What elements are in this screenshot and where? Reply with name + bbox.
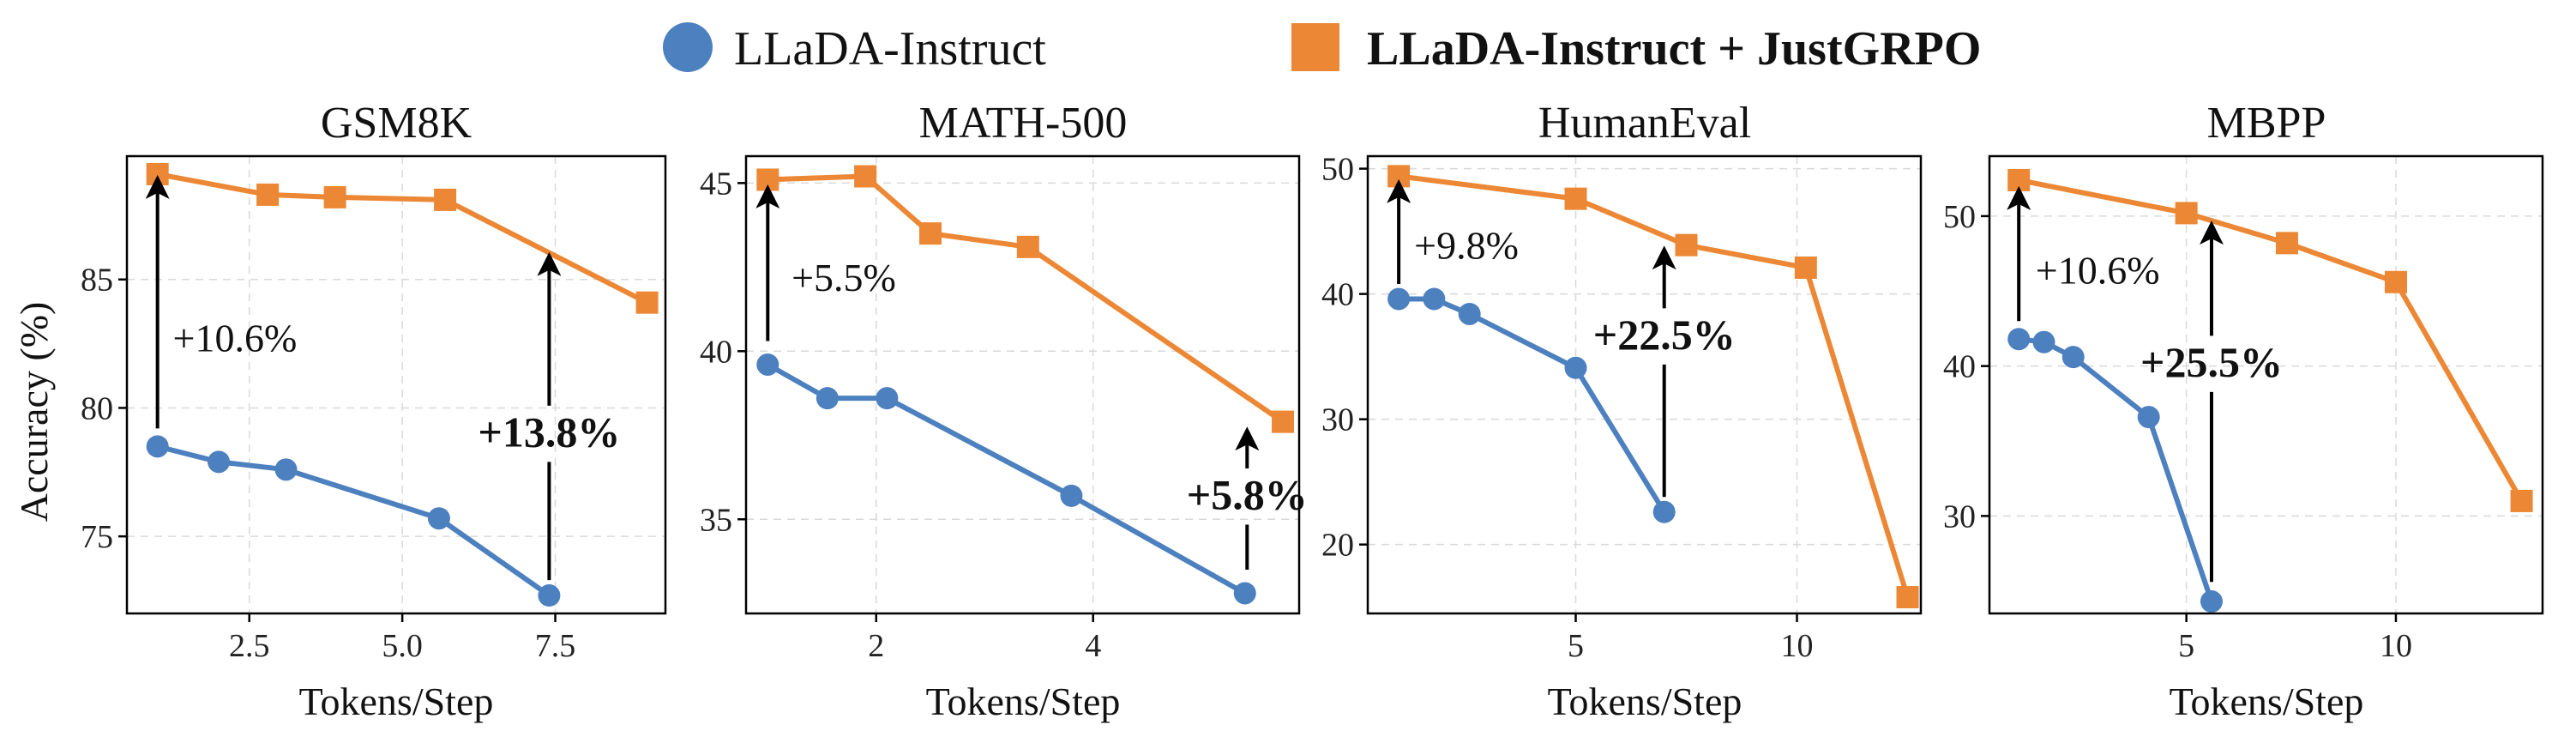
y-tick-label: 35 bbox=[700, 502, 732, 538]
panel-title: MATH-500 bbox=[919, 99, 1128, 148]
data-point-llada bbox=[1564, 356, 1587, 379]
legend-marker-justgrpo bbox=[1291, 23, 1339, 71]
data-point-llada bbox=[146, 435, 169, 458]
data-point-justgrpo bbox=[1564, 187, 1587, 210]
y-tick-label: 20 bbox=[1321, 528, 1354, 564]
panel-humaneval: 5 10 20 30 40 50 +9.8% +22.5% HumanEval Tokens… bbox=[1321, 99, 1923, 723]
x-tick-label: 7.5 bbox=[535, 628, 576, 664]
data-point-justgrpo bbox=[2510, 489, 2533, 512]
improvement-label: +10.6% bbox=[2036, 249, 2160, 293]
series-line-llada bbox=[766, 362, 1247, 596]
y-tick-label: 75 bbox=[81, 519, 113, 555]
y-tick-label: 80 bbox=[81, 390, 113, 426]
data-point-justgrpo bbox=[256, 183, 280, 206]
panel-title: MBPP bbox=[2207, 99, 2326, 148]
data-point-llada bbox=[1233, 582, 1256, 605]
data-point-justgrpo bbox=[1675, 233, 1698, 257]
x-tick-label: 5 bbox=[2178, 628, 2194, 664]
panel-math-500: 2 4 35 40 45 +5.5% +5.8% MATH-500 Tokens/Step bbox=[700, 99, 1308, 723]
data-point-justgrpo bbox=[2175, 202, 2198, 225]
x-tick-label: 5.0 bbox=[382, 628, 423, 664]
improvement-label: +9.8% bbox=[1414, 224, 1519, 268]
y-tick-label: 30 bbox=[1321, 402, 1354, 438]
data-point-llada bbox=[208, 450, 231, 474]
data-point-llada bbox=[1458, 302, 1481, 325]
plot-frame bbox=[125, 154, 667, 615]
data-point-justgrpo bbox=[854, 165, 877, 188]
data-point-justgrpo bbox=[1272, 410, 1295, 433]
data-point-justgrpo bbox=[1016, 235, 1039, 258]
data-point-llada bbox=[274, 458, 298, 481]
data-point-justgrpo bbox=[2384, 270, 2407, 293]
y-tick-label: 45 bbox=[700, 166, 732, 202]
legend-marker-llada bbox=[663, 22, 713, 72]
panel-title: HumanEval bbox=[1538, 99, 1751, 148]
data-point-llada bbox=[538, 584, 561, 607]
x-axis-label: Tokens/Step bbox=[2170, 680, 2364, 723]
data-point-justgrpo bbox=[635, 291, 659, 314]
y-tick-label: 40 bbox=[1943, 349, 1976, 385]
data-point-llada bbox=[2200, 590, 2223, 613]
x-axis-label: Tokens/Step bbox=[1548, 680, 1742, 723]
improvement-label: +22.5% bbox=[1593, 311, 1736, 359]
data-point-llada bbox=[876, 387, 899, 410]
data-point-llada bbox=[1387, 287, 1411, 311]
plot-frame bbox=[744, 154, 1301, 615]
data-point-justgrpo bbox=[146, 162, 169, 185]
legend: LLaDA-Instruct LLaDA-Instruct + JustGRPO bbox=[663, 22, 1981, 76]
panel-title: GSM8K bbox=[321, 99, 472, 148]
x-tick-label: 2.5 bbox=[229, 628, 270, 664]
x-tick-label: 5 bbox=[1568, 628, 1584, 664]
y-tick-label: 85 bbox=[81, 263, 113, 299]
data-point-llada bbox=[1652, 500, 1676, 523]
x-axis-label: Tokens/Step bbox=[926, 680, 1121, 723]
y-tick-label: 50 bbox=[1321, 152, 1354, 188]
improvement-label: +13.8% bbox=[478, 408, 620, 456]
improvement-label: +5.5% bbox=[791, 256, 896, 299]
y-axis-label: Accuracy (%) bbox=[12, 302, 56, 522]
y-tick-label: 40 bbox=[1321, 277, 1354, 313]
data-point-llada bbox=[816, 387, 839, 410]
data-point-justgrpo bbox=[1387, 165, 1411, 188]
panel-mbpp: 5 10 30 40 50 +10.6% +25.5% MBPP Tokens/Step bbox=[1943, 99, 2544, 723]
data-point-justgrpo bbox=[2007, 168, 2031, 191]
y-tick-label: 40 bbox=[700, 334, 732, 370]
improvement-label: +5.8% bbox=[1187, 471, 1308, 519]
x-tick-label: 10 bbox=[1781, 628, 1814, 664]
improvement-label: +25.5% bbox=[2140, 338, 2283, 386]
y-tick-label: 50 bbox=[1943, 199, 1976, 235]
data-point-justgrpo bbox=[1896, 586, 1919, 609]
data-point-llada bbox=[427, 507, 450, 530]
data-point-justgrpo bbox=[1794, 256, 1817, 279]
data-point-llada bbox=[2137, 406, 2160, 429]
data-point-llada bbox=[2007, 328, 2031, 351]
panel-gsm8k: 2.5 5.0 7.5 75 80 85 +10.6% +13.8% GSM8K Token… bbox=[81, 99, 667, 723]
data-point-llada bbox=[2032, 330, 2055, 353]
data-point-llada bbox=[1423, 287, 1446, 311]
x-tick-label: 2 bbox=[868, 628, 884, 664]
data-point-justgrpo bbox=[434, 188, 457, 211]
improvement-label: +10.6% bbox=[173, 317, 298, 360]
data-point-llada bbox=[1060, 484, 1083, 507]
legend-label-justgrpo: LLaDA-Instruct + JustGRPO bbox=[1367, 22, 1981, 76]
data-point-llada bbox=[756, 353, 779, 376]
plot-frame bbox=[1366, 154, 1923, 615]
x-tick-label: 10 bbox=[2380, 628, 2412, 664]
x-tick-label: 4 bbox=[1085, 628, 1101, 664]
data-point-justgrpo bbox=[756, 168, 779, 191]
data-point-llada bbox=[2061, 346, 2085, 369]
data-point-justgrpo bbox=[919, 222, 942, 245]
data-point-justgrpo bbox=[323, 185, 346, 208]
legend-label-llada: LLaDA-Instruct bbox=[734, 22, 1046, 76]
data-point-justgrpo bbox=[2275, 232, 2298, 255]
y-tick-label: 30 bbox=[1943, 498, 1976, 535]
plot-frame bbox=[1988, 154, 2544, 615]
x-axis-label: Tokens/Step bbox=[299, 680, 494, 723]
